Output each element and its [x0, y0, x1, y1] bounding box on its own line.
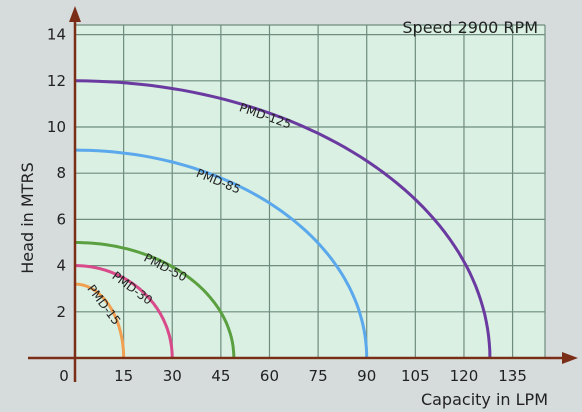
x-tick-label: 45	[211, 367, 230, 385]
x-axis-arrow	[562, 352, 578, 364]
y-tick-label: 4	[56, 257, 66, 275]
y-tick-label: 10	[47, 118, 66, 136]
y-tick-label: 12	[47, 72, 66, 90]
x-tick-label: 120	[450, 367, 479, 385]
y-tick-label: 2	[56, 303, 66, 321]
axes	[28, 6, 578, 382]
tick-labels: 0 15 30 45 60 75 90 105 120 135 2 4 6 8 10 12 14	[47, 26, 527, 385]
x-tick-label: 30	[163, 367, 182, 385]
x-tick-label: 105	[401, 367, 430, 385]
y-tick-label: 8	[56, 164, 66, 182]
y-tick-label: 6	[56, 210, 66, 228]
y-axis-title: Head in MTRS	[18, 162, 37, 273]
x-tick-label: 135	[498, 367, 527, 385]
x-tick-label: 75	[309, 367, 328, 385]
chart-subtitle: Speed 2900 RPM	[402, 18, 538, 37]
series-line	[75, 241, 236, 358]
x-tick-label: 0	[59, 367, 69, 385]
series-line	[75, 282, 126, 358]
series-layer	[74, 79, 492, 359]
x-tick-label: 90	[357, 367, 376, 385]
y-tick-label: 14	[47, 26, 66, 44]
y-axis-arrow	[69, 6, 81, 22]
x-tick-label: 15	[114, 367, 133, 385]
x-axis-title: Capacity in LPM	[421, 390, 548, 409]
plot-area	[75, 25, 545, 360]
series-line	[75, 264, 174, 358]
x-tick-label: 60	[260, 367, 279, 385]
series-line	[74, 79, 492, 359]
series-line	[74, 148, 369, 359]
